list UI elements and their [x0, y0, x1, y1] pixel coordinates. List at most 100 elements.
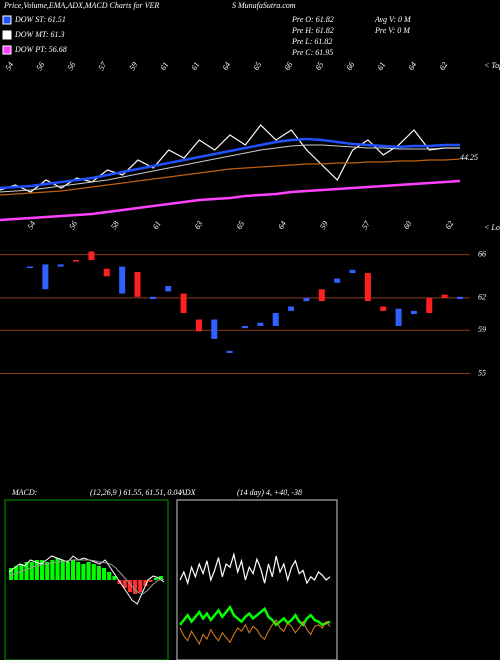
top-label: 57: [97, 60, 109, 72]
top-label: 59: [128, 60, 140, 71]
histogram-bar: [138, 580, 143, 592]
top-label: 64: [407, 60, 419, 71]
histogram-bar: [148, 580, 153, 582]
bottom-label: 57: [360, 219, 372, 231]
bottom-label: 60: [402, 219, 414, 230]
candle-body: [119, 266, 126, 294]
candle-body: [380, 306, 387, 311]
candle-body: [349, 269, 356, 274]
candle-body: [457, 296, 463, 299]
histogram-bar: [55, 558, 60, 580]
bottom-note: < Lows: [484, 223, 500, 232]
bottom-label: 62: [444, 219, 456, 230]
histogram-bar: [50, 560, 55, 580]
bottom-label: 65: [235, 219, 247, 230]
top-label: 54: [4, 60, 16, 71]
price-line: [0, 158, 461, 196]
histogram-bar: [24, 562, 29, 580]
candle-body: [257, 322, 264, 326]
price-stat: Pre O: 61.82: [291, 15, 334, 24]
adx-line: [179, 604, 331, 627]
candle-body: [134, 271, 141, 297]
bottom-label: 61: [151, 219, 163, 230]
candle-body: [288, 306, 295, 311]
top-label: 61: [376, 60, 388, 71]
histogram-bar: [122, 580, 127, 588]
histogram-bar: [96, 566, 101, 580]
page-title: Price,Volume,EMA,ADX,MACD Charts for VER: [3, 1, 159, 10]
bottom-label: 64: [276, 219, 288, 230]
candle-body: [364, 273, 371, 302]
bottom-label: 56: [67, 219, 79, 230]
histogram-bar: [76, 562, 81, 580]
top-label: 62: [438, 60, 450, 71]
legend-swatch: [2, 45, 12, 55]
macd-label: MACD:: [11, 488, 38, 497]
candle-body: [149, 296, 156, 299]
candle-body: [226, 350, 233, 353]
y-tick-label: 55: [478, 368, 486, 377]
candle-body: [88, 251, 95, 261]
histogram-bar: [9, 568, 14, 580]
histogram-bar: [102, 568, 107, 580]
volume-stat: Pre V: 0 M: [374, 26, 411, 35]
histogram-bar: [65, 562, 70, 580]
candle-body: [426, 297, 433, 314]
candle-body: [242, 325, 248, 329]
candle-body: [73, 260, 80, 262]
candle-body: [410, 310, 417, 315]
candle-body: [57, 264, 64, 267]
price-annotation: 44.25: [460, 153, 478, 162]
candle-body: [395, 308, 402, 326]
legend-label: DOW MT: 61.3: [14, 30, 65, 39]
y-tick-label: 59: [478, 325, 486, 334]
histogram-bar: [112, 576, 117, 580]
candle-body: [211, 319, 218, 339]
bottom-label: 59: [318, 219, 330, 230]
bottom-label: 63: [193, 219, 205, 230]
candle-body: [272, 313, 279, 326]
histogram-bar: [107, 572, 112, 580]
candle-body: [303, 297, 310, 302]
histogram-bar: [143, 580, 148, 586]
histogram-bar: [40, 560, 45, 580]
bottom-label: 54: [26, 219, 38, 230]
candle-body: [318, 289, 325, 302]
candle-body: [180, 293, 187, 314]
candle-body: [165, 286, 172, 292]
price-stat: Pre H: 61.82: [291, 26, 334, 35]
histogram-bar: [158, 576, 163, 580]
histogram-bar: [91, 564, 96, 580]
adx-panel: [176, 499, 338, 660]
top-label: 61: [159, 60, 171, 71]
candle-body: [103, 268, 110, 277]
top-label: 56: [66, 60, 78, 71]
histogram-bar: [60, 560, 65, 580]
histogram-bar: [19, 564, 24, 580]
candle-body: [441, 294, 448, 298]
histogram-bar: [34, 560, 39, 580]
histogram-bar: [45, 562, 50, 580]
legend-swatch: [2, 15, 12, 25]
macd-line: [8, 555, 165, 605]
top-label: 56: [35, 60, 47, 71]
histogram-bar: [86, 562, 91, 580]
y-tick-label: 62: [478, 293, 486, 302]
top-label: 64: [221, 60, 233, 71]
top-label: 66: [283, 60, 295, 71]
adx-params: (14 day) 4, +40, -38: [237, 488, 302, 497]
histogram-bar: [127, 580, 132, 592]
adx-line: [179, 552, 331, 586]
site-name: S MunafaSutra.com: [232, 1, 296, 10]
legend-label: DOW PT: 56.68: [14, 45, 67, 54]
histogram-bar: [133, 580, 138, 594]
candle-body: [334, 278, 341, 283]
price-stat: Pre C: 61.95: [291, 48, 333, 57]
candle-body: [42, 264, 49, 290]
adx-line: [179, 619, 331, 646]
price-line: [0, 137, 460, 190]
price-line: [0, 179, 461, 222]
adx-label: ADX: [179, 488, 197, 497]
volume-stat: Avg V: 0 M: [374, 15, 412, 24]
